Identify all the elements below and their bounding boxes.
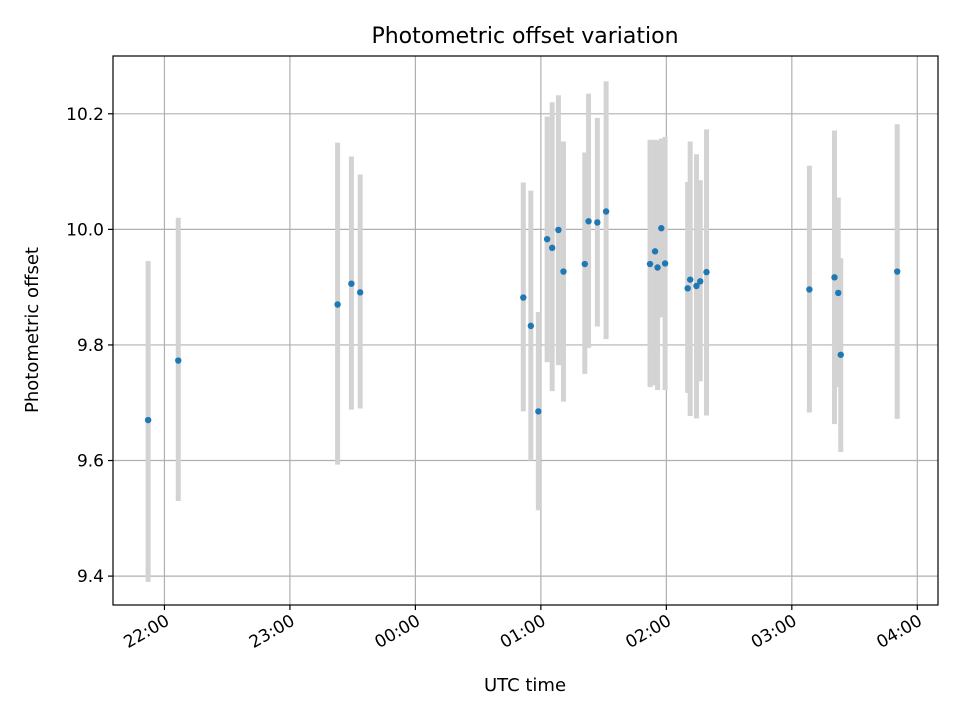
data-point (555, 226, 562, 234)
data-point (334, 301, 341, 308)
data-point (658, 225, 665, 232)
data-point (356, 289, 364, 296)
data-point (831, 274, 838, 281)
x-tick-label: 23:00 (246, 611, 298, 653)
plot-frame (112, 55, 939, 606)
data-point (806, 286, 813, 293)
data-point (686, 276, 694, 283)
x-tick-label: 02:00 (622, 611, 674, 653)
data-point (543, 235, 551, 243)
data-points (144, 208, 901, 424)
data-point (560, 268, 567, 275)
x-axis-label: UTC time (484, 675, 566, 696)
y-tick-label: 9.6 (77, 452, 104, 472)
y-tick-label: 9.4 (77, 567, 104, 587)
data-point (594, 219, 601, 226)
x-tick-label: 03:00 (748, 611, 800, 653)
data-point (602, 208, 610, 215)
data-point (581, 260, 588, 268)
chart-title: Photometric offset variation (371, 24, 678, 49)
data-point (535, 408, 542, 415)
data-point (654, 264, 661, 271)
data-point (548, 244, 556, 252)
x-axis: 22:00 23:00 00:00 01:00 02:00 03:00 04:00 (121, 605, 926, 653)
data-point (837, 351, 844, 358)
data-point (661, 260, 669, 267)
x-tick-label: 04:00 (873, 611, 925, 653)
y-axis: 9.4 9.6 9.8 10.0 10.2 (66, 105, 113, 587)
y-tick-label: 9.8 (77, 336, 104, 356)
data-point (348, 280, 355, 287)
data-point (646, 260, 654, 268)
y-tick-label: 10.0 (66, 220, 104, 240)
error-bars (145, 81, 900, 582)
data-point (693, 282, 700, 290)
data-point (697, 278, 704, 285)
data-point (894, 268, 901, 275)
data-point (835, 289, 842, 297)
data-point (520, 294, 527, 301)
x-tick-label: 22:00 (121, 611, 173, 653)
data-point (527, 322, 535, 330)
y-axis-label: Photometric offset (22, 247, 43, 413)
data-point (585, 218, 592, 225)
data-point (175, 357, 182, 364)
data-point (703, 268, 710, 276)
data-point (144, 416, 152, 424)
x-tick-label: 01:00 (497, 611, 549, 653)
y-tick-label: 10.2 (66, 105, 104, 125)
data-point (684, 285, 691, 292)
data-point (651, 248, 659, 255)
x-tick-label: 00:00 (371, 611, 423, 653)
